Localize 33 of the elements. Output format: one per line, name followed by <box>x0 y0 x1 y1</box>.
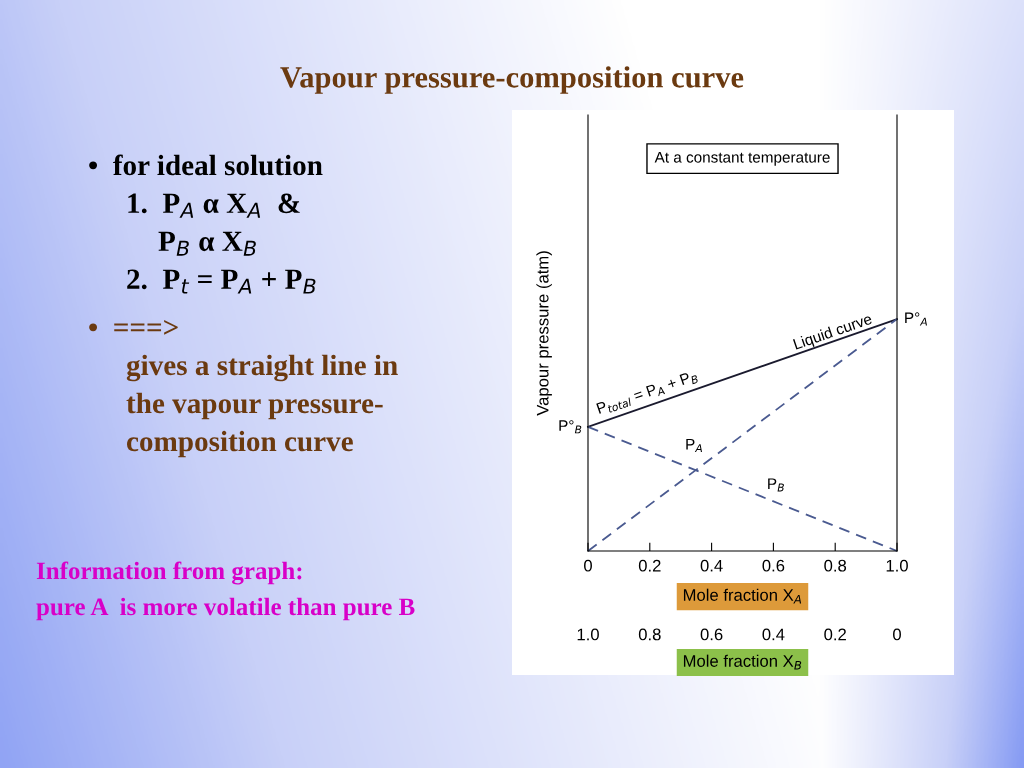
x2-tick-label: 1.0 <box>577 628 599 641</box>
text: 1. P$_{A}$ α X$_{A}$ & <box>128 193 300 218</box>
annotation: P°$_{B}$ <box>559 420 582 434</box>
chart-title: Vapour pressure-composition curve <box>280 66 744 94</box>
x-tick-label: 0.8 <box>824 559 847 572</box>
y-axis-title: Vapour pressure (atm) <box>536 251 552 416</box>
x2-tick-label: 0.4 <box>762 628 785 641</box>
x-axis-title: Mole fraction X$_{A}$ <box>683 588 802 604</box>
x-tick-label: 0.4 <box>700 559 723 572</box>
x2-axis-title: Mole fraction X$_{B}$ <box>683 654 802 670</box>
text: pure A is more volatile than pure B <box>36 597 415 621</box>
text: P$_{B}$ α X$_{B}$ <box>158 231 256 256</box>
x-tick-label: 1.0 <box>886 559 908 572</box>
annotation: P$_{total}$ = P$_{A}$ + P$_{B}$ <box>596 369 699 417</box>
x2-tick-label: 0 <box>893 628 901 641</box>
text: • ===> <box>89 320 178 335</box>
x-tick-label: 0 <box>584 559 592 572</box>
x2-tick-label: 0.8 <box>638 628 661 641</box>
x2-tick-label: 0.6 <box>700 628 723 641</box>
text: composition curve <box>127 430 353 458</box>
text: • for ideal solution <box>89 154 323 176</box>
x-tick-label: 0.6 <box>762 559 785 572</box>
text: 2. P$_{t}$ = P$_{A}$ + P$_{B}$ <box>127 269 316 294</box>
text: the vapour pressure- <box>126 392 383 420</box>
text: Information from graph: <box>36 561 302 585</box>
annotation: P°$_{A}$ <box>905 312 927 326</box>
text: At a constant temperature <box>654 152 830 166</box>
annotation: P$_{B}$ <box>768 478 784 492</box>
x-tick-label: 0.2 <box>638 559 661 572</box>
annotation: Liquid curve <box>792 312 874 353</box>
annotation: P$_{A}$ <box>686 438 702 452</box>
text: gives a straight line in <box>126 354 398 382</box>
x2-tick-label: 0.2 <box>824 628 846 641</box>
